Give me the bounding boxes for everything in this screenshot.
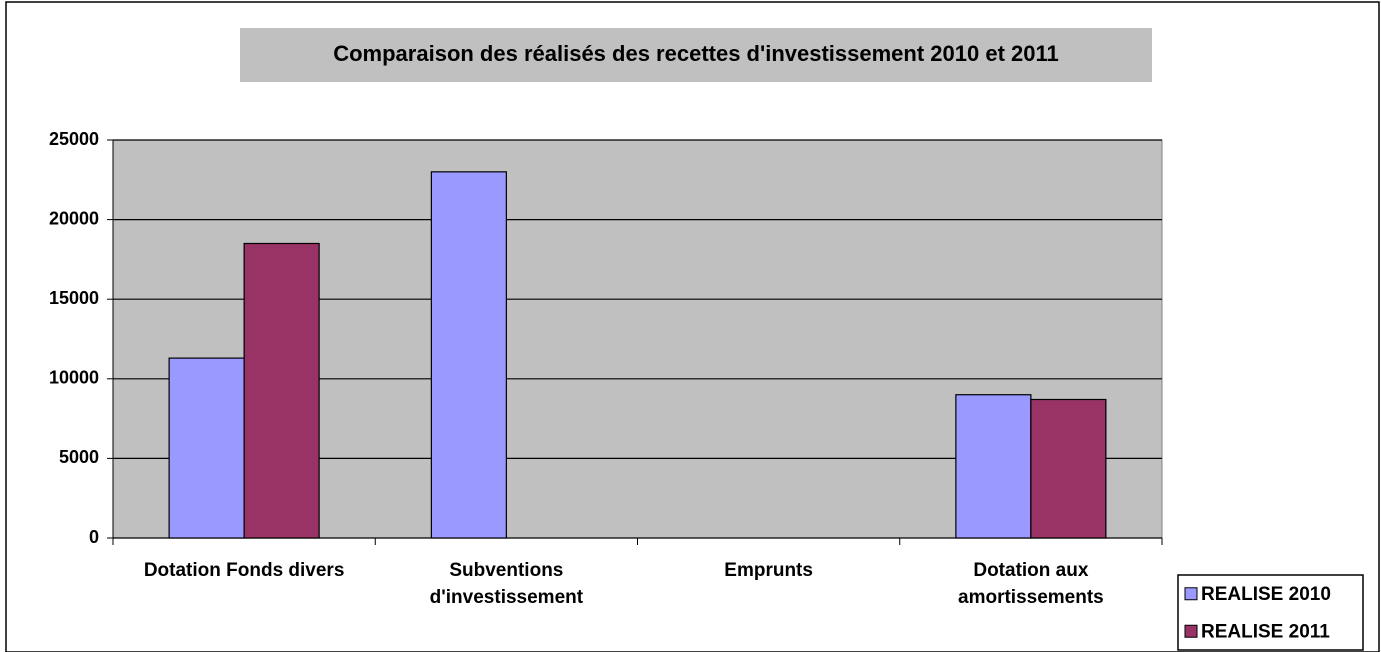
y-tick-label: 20000: [49, 208, 99, 228]
y-tick-label: 15000: [49, 288, 99, 308]
legend-swatch: [1184, 587, 1198, 601]
bar: [430, 171, 507, 539]
chart-title: Comparaison des réalisés des recettes d'…: [333, 41, 1059, 66]
legend-box: [1177, 574, 1364, 651]
y-tick-label: 10000: [49, 368, 99, 388]
legend-label: REALISE 2010: [1201, 584, 1331, 605]
y-tick-label: 0: [89, 527, 99, 547]
bar: [955, 394, 1032, 539]
x-tick-label: Dotation Fonds divers: [143, 560, 345, 581]
bar: [1030, 398, 1107, 539]
title-box: [240, 28, 1152, 82]
y-tick-label: 25000: [49, 129, 99, 149]
x-tick-label: Emprunts: [724, 560, 813, 581]
bar: [168, 357, 245, 539]
bar: [243, 242, 320, 539]
legend-label: REALISE 2011: [1201, 621, 1330, 642]
legend-swatch: [1184, 624, 1198, 638]
x-tick-label: Dotation aux amortissements: [958, 560, 1104, 608]
y-tick-label: 5000: [59, 447, 99, 467]
x-tick-label: Subventions d'investissement: [429, 560, 584, 608]
